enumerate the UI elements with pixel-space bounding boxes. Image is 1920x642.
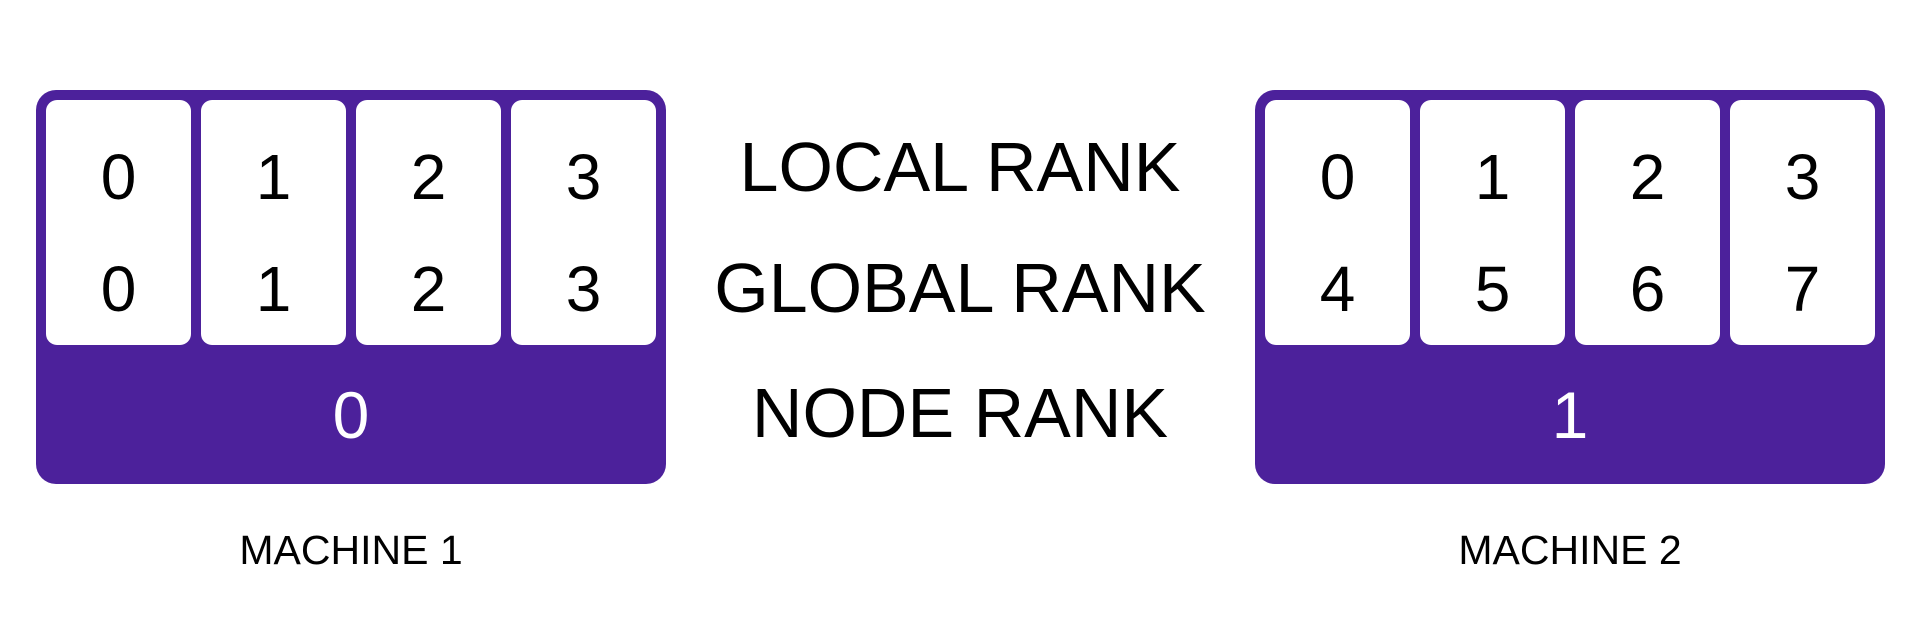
local-rank-value: 3	[1784, 141, 1821, 213]
local-rank-value: 2	[1629, 141, 1666, 213]
global-rank-value: 1	[255, 253, 292, 325]
node-rank-value: 0	[332, 378, 370, 452]
global-rank-value: 7	[1784, 253, 1821, 325]
local-rank-label: LOCAL RANK	[739, 128, 1181, 206]
gpu-card: 2 6	[1575, 100, 1720, 345]
global-rank-value: 6	[1629, 253, 1666, 325]
node-rank-value: 1	[1551, 378, 1589, 452]
node-rank-label: NODE RANK	[751, 374, 1169, 452]
local-rank-value: 0	[100, 141, 137, 213]
machine-2-caption: MACHINE 2	[1458, 527, 1682, 573]
gpu-card: 3 7	[1730, 100, 1875, 345]
global-rank-value: 5	[1474, 253, 1511, 325]
gpu-card: 1 1	[201, 100, 346, 345]
local-rank-value: 1	[255, 141, 292, 213]
machine-1-box: 0 0 1 1 2 2 3 3 0	[36, 90, 666, 484]
machine-1-caption: MACHINE 1	[239, 527, 463, 573]
gpu-card: 0 4	[1265, 100, 1410, 345]
machine-2-box: 0 4 1 5 2 6 3 7 1	[1255, 90, 1885, 484]
local-rank-value: 3	[565, 141, 602, 213]
global-rank-value: 2	[410, 253, 447, 325]
global-rank-value: 3	[565, 253, 602, 325]
local-rank-value: 1	[1474, 141, 1511, 213]
global-rank-value: 4	[1319, 253, 1356, 325]
global-rank-value: 0	[100, 253, 137, 325]
global-rank-label: GLOBAL RANK	[714, 249, 1206, 327]
gpu-card: 0 0	[46, 100, 191, 345]
gpu-card: 1 5	[1420, 100, 1565, 345]
local-rank-value: 2	[410, 141, 447, 213]
gpu-card: 3 3	[511, 100, 656, 345]
gpu-card: 2 2	[356, 100, 501, 345]
local-rank-value: 0	[1319, 141, 1356, 213]
